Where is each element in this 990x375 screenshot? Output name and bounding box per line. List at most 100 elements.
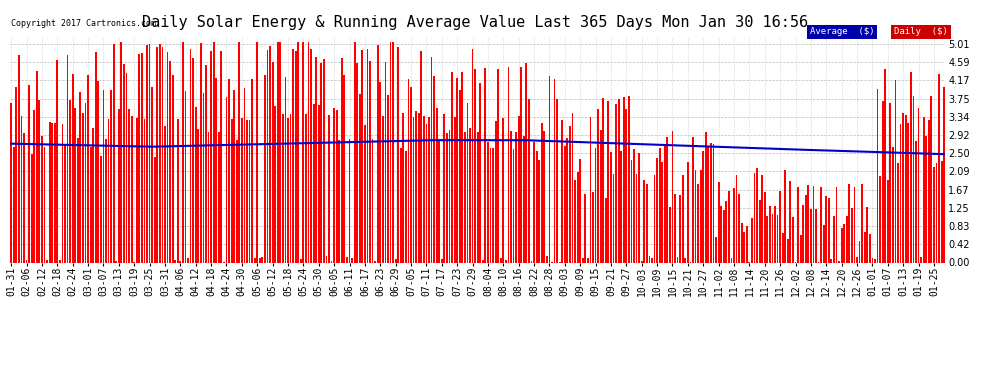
Bar — [789, 181, 791, 262]
Bar — [236, 140, 238, 262]
Bar — [77, 138, 79, 262]
Bar — [226, 97, 228, 262]
Bar — [448, 130, 450, 262]
Bar — [313, 104, 315, 262]
Bar — [802, 205, 804, 262]
Bar — [545, 256, 547, 262]
Bar — [164, 126, 166, 262]
Bar — [444, 114, 446, 262]
Bar — [361, 50, 363, 262]
Bar — [371, 139, 373, 262]
Bar — [748, 261, 750, 262]
Bar — [436, 108, 438, 262]
Bar — [841, 228, 842, 262]
Bar — [26, 260, 28, 262]
Bar — [653, 176, 655, 262]
Bar — [303, 42, 304, 262]
Bar — [913, 96, 915, 262]
Bar — [64, 144, 66, 262]
Bar — [23, 133, 25, 262]
Bar — [864, 232, 865, 262]
Bar — [641, 261, 643, 262]
Bar — [31, 154, 33, 262]
Bar — [797, 187, 799, 262]
Bar — [369, 61, 371, 262]
Bar — [871, 258, 873, 262]
Text: Daily Solar Energy & Running Average Value Last 365 Days Mon Jan 30 16:56: Daily Solar Energy & Running Average Val… — [143, 15, 808, 30]
Bar — [700, 170, 702, 262]
Bar — [923, 117, 925, 262]
Bar — [79, 92, 81, 262]
Bar — [364, 124, 365, 262]
Bar — [582, 258, 584, 262]
Bar — [918, 108, 920, 262]
Bar — [231, 119, 233, 262]
Bar — [482, 260, 484, 262]
Bar — [889, 103, 891, 262]
Bar — [339, 140, 341, 262]
Bar — [513, 149, 515, 262]
Bar — [664, 144, 665, 262]
Bar — [897, 163, 899, 262]
Bar — [413, 117, 415, 262]
Bar — [605, 198, 607, 262]
Bar — [745, 226, 747, 262]
Bar — [290, 114, 291, 262]
Bar — [287, 118, 289, 262]
Bar — [682, 175, 684, 262]
Bar — [208, 132, 210, 262]
Bar — [487, 142, 489, 262]
Bar — [400, 148, 402, 262]
Bar — [505, 260, 507, 262]
Bar — [461, 72, 463, 262]
Bar — [821, 187, 822, 262]
Bar — [269, 46, 271, 262]
Bar — [56, 60, 58, 262]
Bar — [74, 108, 76, 262]
Bar — [813, 186, 815, 262]
Bar — [221, 51, 223, 262]
Bar — [490, 148, 491, 262]
Bar — [247, 120, 248, 262]
Bar — [441, 258, 443, 262]
Bar — [471, 49, 473, 262]
Bar — [241, 118, 243, 262]
Bar — [259, 258, 260, 262]
Bar — [608, 100, 609, 262]
Bar — [72, 74, 73, 262]
Bar — [500, 258, 502, 262]
Bar — [634, 149, 635, 262]
Bar — [148, 44, 150, 262]
Bar — [166, 52, 168, 262]
Bar — [253, 258, 255, 262]
Bar — [626, 110, 628, 262]
Bar — [82, 112, 84, 262]
Bar — [21, 116, 23, 262]
Bar — [692, 137, 694, 262]
Bar — [341, 58, 343, 262]
Bar — [113, 45, 115, 262]
Bar — [774, 206, 776, 262]
Bar — [244, 88, 246, 262]
Bar — [218, 132, 220, 262]
Bar — [876, 89, 878, 262]
Bar — [539, 160, 541, 262]
Bar — [645, 184, 647, 262]
Bar — [936, 163, 938, 262]
Bar — [51, 123, 53, 262]
Bar — [195, 107, 197, 262]
Bar — [453, 117, 455, 262]
Bar — [126, 73, 128, 262]
Bar — [36, 71, 38, 262]
Bar — [300, 260, 302, 262]
Bar — [47, 260, 48, 262]
Bar — [228, 79, 230, 262]
Bar — [687, 162, 689, 262]
Bar — [741, 224, 742, 262]
Bar — [848, 184, 850, 262]
Bar — [541, 123, 543, 262]
Bar — [174, 260, 176, 262]
Bar — [346, 256, 347, 262]
Bar — [377, 45, 378, 262]
Bar — [95, 52, 97, 262]
